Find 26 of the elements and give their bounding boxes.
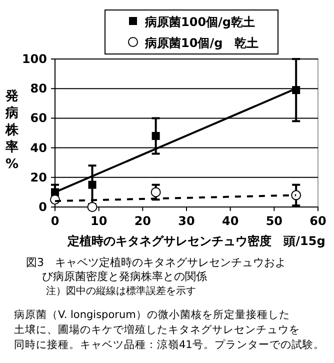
y-tick-label: 60 — [30, 111, 47, 126]
point — [152, 132, 160, 140]
y-tick-label: 20 — [30, 170, 47, 184]
legend-label: 病原菌10個/g 乾土 — [144, 36, 259, 50]
x-tick-label: 0 — [50, 214, 60, 228]
text: 土壌に、圃場のキケで増殖したキタネグサレセンチュウを — [14, 323, 300, 336]
text: 同時に接種。キャベツ品種：涼嶺41号。プランターでの試験。 — [14, 338, 324, 351]
y-tick-label: 80 — [30, 82, 47, 96]
x-tick-label: 60 — [310, 214, 326, 228]
x-tick-label: 20 — [134, 214, 152, 228]
x-tick-label: 50 — [266, 214, 283, 228]
x-tick-label: 30 — [178, 214, 195, 228]
y-tick-label: 40 — [30, 140, 47, 155]
point — [291, 190, 302, 200]
y-tick-label: 0 — [38, 200, 47, 214]
x-axis-title: 定植時のキタネグサレセンチュウ密度 頭/15g — [66, 234, 326, 248]
text: 注）図中の縦線は標準誤差を示す — [46, 285, 196, 297]
text: 病原菌（V. longisporum）の微小菌核を所定量接種した — [14, 308, 290, 321]
x-tick-label: 10 — [90, 214, 108, 228]
y-tick-label: 100 — [22, 52, 47, 66]
legend-label: 病原菌100個/g乾土 — [144, 15, 256, 29]
point — [88, 180, 96, 189]
x-tick-label: 40 — [222, 214, 239, 228]
text: 図3 キャベツ定植時のキタネグサレセンチュウおよび病原菌密度と発病株率との関係 — [26, 256, 286, 283]
point — [150, 187, 161, 198]
y-axis-title: 発病株率% — [4, 89, 20, 172]
